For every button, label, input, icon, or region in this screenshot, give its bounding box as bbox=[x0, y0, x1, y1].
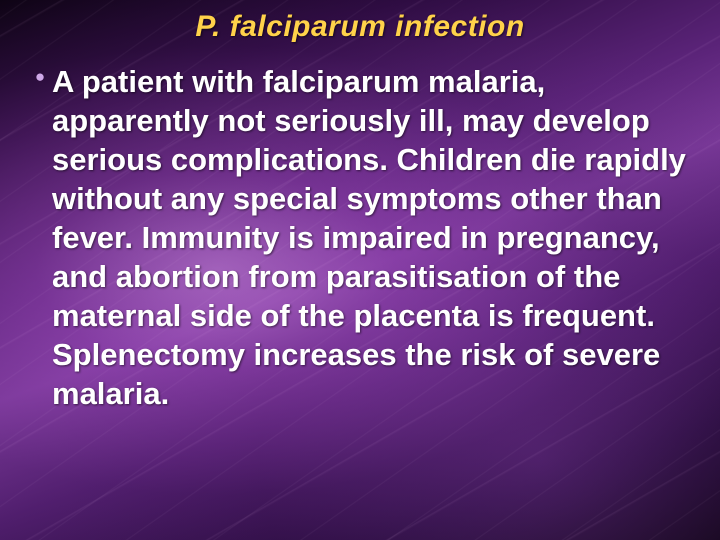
bullet-text: A patient with falciparum malaria, appar… bbox=[52, 62, 692, 413]
slide-content: ● A patient with falciparum malaria, app… bbox=[28, 62, 692, 413]
slide-title: P. falciparum infection bbox=[28, 10, 692, 44]
slide: P. falciparum infection ● A patient with… bbox=[0, 0, 720, 540]
bullet-marker: ● bbox=[28, 62, 52, 87]
bullet-item: ● A patient with falciparum malaria, app… bbox=[28, 62, 692, 413]
